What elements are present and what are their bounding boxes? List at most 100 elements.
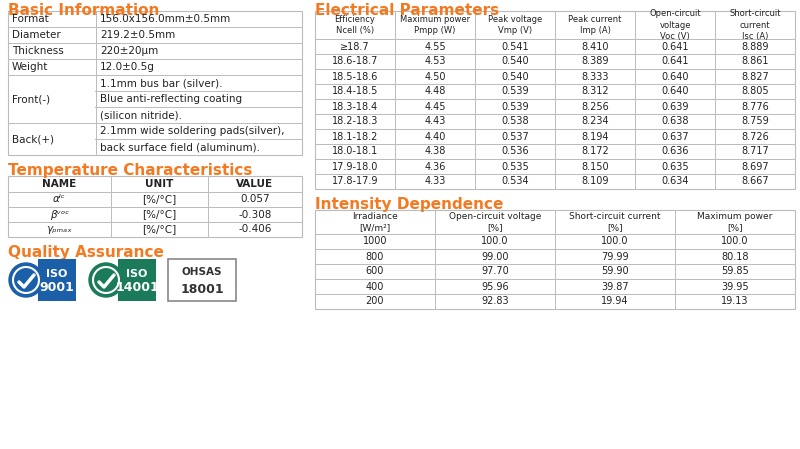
Text: 4.45: 4.45 <box>424 101 446 111</box>
Bar <box>118 259 156 301</box>
Text: -0.406: -0.406 <box>238 224 272 234</box>
Text: 17.9-18.0: 17.9-18.0 <box>332 162 378 172</box>
Text: ≥18.7: ≥18.7 <box>340 41 370 52</box>
Text: back surface field (aluminum).: back surface field (aluminum). <box>100 142 260 152</box>
Text: Electrical Parameters: Electrical Parameters <box>315 3 499 18</box>
Text: 2.1mm wide soldering pads(silver),: 2.1mm wide soldering pads(silver), <box>100 126 285 136</box>
Text: 80.18: 80.18 <box>722 251 749 261</box>
Text: 12.0±0.5g: 12.0±0.5g <box>100 62 155 72</box>
Text: 0.640: 0.640 <box>662 87 689 97</box>
Text: 219.2±0.5mm: 219.2±0.5mm <box>100 30 175 40</box>
Text: 0.639: 0.639 <box>662 101 689 111</box>
Text: 800: 800 <box>366 251 384 261</box>
Bar <box>9 124 95 154</box>
Text: [%/°C]: [%/°C] <box>142 224 177 234</box>
Text: ISO: ISO <box>126 269 148 279</box>
Text: 59.90: 59.90 <box>601 267 629 277</box>
Text: 18.6-18.7: 18.6-18.7 <box>332 57 378 66</box>
Text: 8.333: 8.333 <box>582 71 609 82</box>
Text: 8.861: 8.861 <box>742 57 769 66</box>
Bar <box>315 210 795 309</box>
Text: βᵛᵒᶜ: βᵛᵒᶜ <box>50 210 69 220</box>
Text: 0.641: 0.641 <box>662 57 689 66</box>
Text: 9001: 9001 <box>39 281 74 294</box>
Text: 8.150: 8.150 <box>581 162 609 172</box>
Text: 0.638: 0.638 <box>662 116 689 127</box>
Text: 19.13: 19.13 <box>722 296 749 307</box>
Text: 8.759: 8.759 <box>741 116 769 127</box>
Text: 0.636: 0.636 <box>662 146 689 157</box>
Text: Quality Assurance: Quality Assurance <box>8 245 164 260</box>
Text: 0.538: 0.538 <box>501 116 529 127</box>
Text: 17.8-17.9: 17.8-17.9 <box>332 176 378 186</box>
Text: [%/°C]: [%/°C] <box>142 210 177 220</box>
Text: 4.43: 4.43 <box>424 116 446 127</box>
Text: OHSAS: OHSAS <box>182 268 222 277</box>
Bar <box>8 11 302 155</box>
Text: Maximum power
Pmpp (W): Maximum power Pmpp (W) <box>400 15 470 35</box>
Text: 8.194: 8.194 <box>582 132 609 141</box>
Text: -0.308: -0.308 <box>238 210 272 220</box>
Text: 4.38: 4.38 <box>424 146 446 157</box>
Text: Efficiency
Ncell (%): Efficiency Ncell (%) <box>334 15 375 35</box>
Text: 220±20μm: 220±20μm <box>100 46 158 56</box>
Text: 0.635: 0.635 <box>661 162 689 172</box>
Text: 8.697: 8.697 <box>741 162 769 172</box>
Text: Intensity Dependence: Intensity Dependence <box>315 197 503 212</box>
Bar <box>168 259 236 301</box>
Text: 0.640: 0.640 <box>662 71 689 82</box>
Text: 8.827: 8.827 <box>741 71 769 82</box>
Text: 200: 200 <box>366 296 384 307</box>
Text: 0.540: 0.540 <box>501 57 529 66</box>
Text: 14001: 14001 <box>115 281 159 294</box>
Text: 156.0x156.0mm±0.5mm: 156.0x156.0mm±0.5mm <box>100 14 231 24</box>
Text: 19.94: 19.94 <box>602 296 629 307</box>
Text: 99.00: 99.00 <box>482 251 509 261</box>
Text: Thickness: Thickness <box>12 46 64 56</box>
Text: 1000: 1000 <box>362 237 387 247</box>
Text: Open-circuit
voltage
Voc (V): Open-circuit voltage Voc (V) <box>649 9 701 40</box>
Text: 8.312: 8.312 <box>581 87 609 97</box>
Text: Peak voltage
Vmp (V): Peak voltage Vmp (V) <box>488 15 542 35</box>
Text: Short-circuit
current
Isc (A): Short-circuit current Isc (A) <box>730 9 781 40</box>
Text: 8.234: 8.234 <box>581 116 609 127</box>
Text: 59.85: 59.85 <box>721 267 749 277</box>
Text: Temperature Characteristics: Temperature Characteristics <box>8 163 252 178</box>
Text: 95.96: 95.96 <box>481 282 509 291</box>
Text: 4.55: 4.55 <box>424 41 446 52</box>
Text: 79.99: 79.99 <box>601 251 629 261</box>
Text: 0.057: 0.057 <box>240 194 270 204</box>
Text: 8.410: 8.410 <box>582 41 609 52</box>
Text: 8.726: 8.726 <box>741 132 769 141</box>
Text: 400: 400 <box>366 282 384 291</box>
Text: 92.83: 92.83 <box>481 296 509 307</box>
Text: 0.541: 0.541 <box>501 41 529 52</box>
Text: Diameter: Diameter <box>12 30 61 40</box>
Text: 4.50: 4.50 <box>424 71 446 82</box>
Text: 8.717: 8.717 <box>741 146 769 157</box>
Text: 8.109: 8.109 <box>582 176 609 186</box>
Text: 4.40: 4.40 <box>424 132 446 141</box>
Text: 0.537: 0.537 <box>501 132 529 141</box>
Text: αᴵᶜ: αᴵᶜ <box>53 194 66 204</box>
Text: 8.172: 8.172 <box>581 146 609 157</box>
Text: Open-circuit voltage
[%]: Open-circuit voltage [%] <box>449 212 541 232</box>
Text: 39.95: 39.95 <box>721 282 749 291</box>
Circle shape <box>9 263 43 297</box>
Text: VALUE: VALUE <box>236 179 274 189</box>
Text: 0.540: 0.540 <box>501 71 529 82</box>
Text: Short-circuit current
[%]: Short-circuit current [%] <box>570 212 661 232</box>
Text: 8.776: 8.776 <box>741 101 769 111</box>
Text: Format: Format <box>12 14 49 24</box>
Text: 18001: 18001 <box>180 283 224 296</box>
Text: Blue anti-reflecting coating: Blue anti-reflecting coating <box>100 94 242 104</box>
Text: 0.536: 0.536 <box>501 146 529 157</box>
Text: 0.637: 0.637 <box>661 132 689 141</box>
Text: Basic Information: Basic Information <box>8 3 159 18</box>
Text: 0.634: 0.634 <box>662 176 689 186</box>
Text: 0.535: 0.535 <box>501 162 529 172</box>
Text: 97.70: 97.70 <box>481 267 509 277</box>
Text: 0.539: 0.539 <box>501 101 529 111</box>
Text: Maximum power
[%]: Maximum power [%] <box>698 212 773 232</box>
Text: Front(-): Front(-) <box>12 94 50 104</box>
